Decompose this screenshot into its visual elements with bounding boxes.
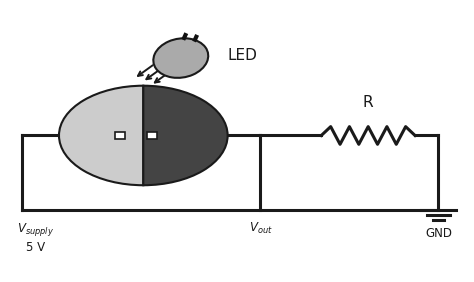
Wedge shape xyxy=(143,86,228,185)
FancyBboxPatch shape xyxy=(115,133,125,138)
Text: 5 V: 5 V xyxy=(26,241,46,254)
Wedge shape xyxy=(59,86,143,185)
Text: GND: GND xyxy=(425,227,452,240)
FancyBboxPatch shape xyxy=(146,133,157,138)
Text: R: R xyxy=(363,95,374,110)
Text: $V_{out}$: $V_{out}$ xyxy=(248,221,272,236)
Text: $V_{supply}$: $V_{supply}$ xyxy=(17,221,54,238)
Text: LED: LED xyxy=(228,48,257,63)
Ellipse shape xyxy=(153,38,208,78)
